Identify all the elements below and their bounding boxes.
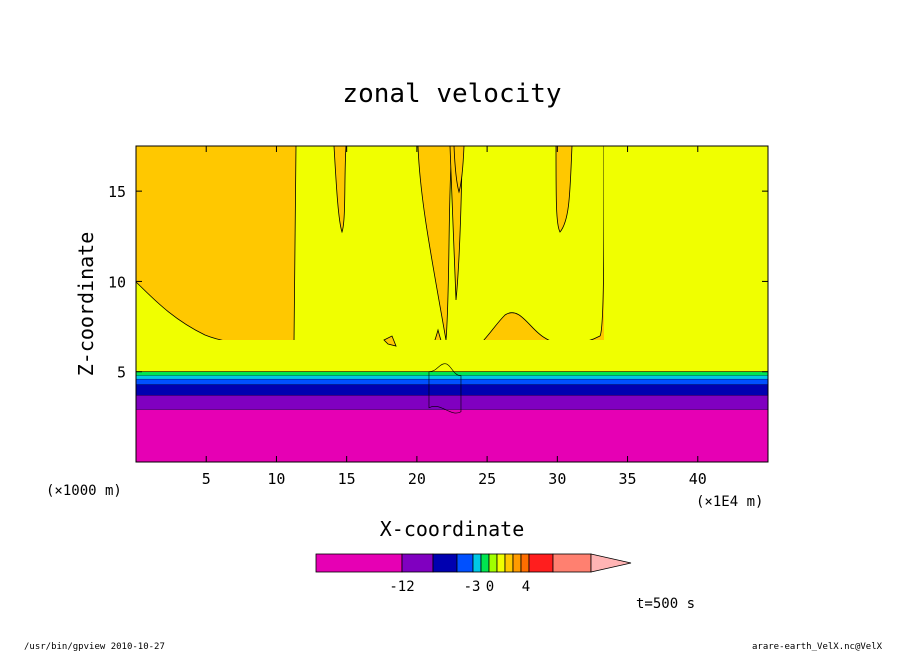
colorbar-swatch: [512, 553, 522, 573]
colorbar-tick-label: 4: [522, 579, 530, 595]
colorbar: -12 -3 0 4: [315, 553, 632, 595]
x-tick-label: 35: [619, 470, 637, 488]
yellow-top-right: [604, 146, 768, 372]
colorbar-swatch: [480, 553, 490, 573]
y-unit-note: (×1000 m): [46, 483, 122, 499]
layer-cyan: [136, 375, 768, 379]
colorbar-swatch: [401, 553, 434, 573]
orange-thin-column-a: [453, 145, 465, 194]
x-unit-note: (×1E4 m): [696, 494, 763, 510]
contour-bump: [428, 363, 462, 414]
colorbar-swatch: [528, 553, 554, 573]
colorbar-swatch: [488, 553, 498, 573]
colorbar-swatch: [496, 553, 506, 573]
y-tick-label: 15: [108, 183, 126, 201]
layer-green: [136, 371, 768, 376]
x-tick-label: 10: [267, 470, 285, 488]
x-tick-label: 30: [548, 470, 566, 488]
y-tick-label: 10: [108, 273, 126, 291]
time-label: t=500 s: [636, 596, 695, 612]
layer-magenta: [136, 409, 768, 462]
colorbar-tick-label: -3: [464, 579, 481, 595]
footer-left: /usr/bin/gpview 2010-10-27: [24, 642, 165, 652]
colorbar-arrow: [590, 553, 632, 573]
yellow-region: [135, 145, 605, 373]
chart-title: zonal velocity: [342, 79, 561, 109]
x-tick-label: 40: [689, 470, 707, 488]
plot-area: 5 10 15 20 25 30 35 40 5 10 15: [108, 145, 769, 488]
layer-purple: [136, 395, 768, 410]
layer-blue: [136, 378, 768, 385]
footer-right: arare-earth_VelX.nc@VelX: [752, 642, 883, 652]
colorbar-swatch: [552, 553, 592, 573]
colorbar-swatch: [315, 553, 403, 573]
x-tick-label: 20: [408, 470, 426, 488]
plot-frame: [135, 145, 769, 463]
x-axis-label: X-coordinate: [380, 517, 525, 541]
colorbar-swatch: [520, 553, 530, 573]
x-tick-label: 5: [202, 470, 211, 488]
x-tick-label: 15: [338, 470, 356, 488]
yellow-small-island: [383, 335, 397, 347]
layer-dark-blue: [136, 384, 768, 396]
yellow-lower: [136, 340, 768, 374]
colorbar-tick-label: 0: [486, 579, 494, 595]
y-tick-label: 5: [117, 364, 126, 382]
colorbar-swatch: [472, 553, 482, 573]
colorbar-tick-label: -12: [389, 579, 414, 595]
colorbar-swatch: [456, 553, 474, 573]
x-tick-label: 25: [478, 470, 496, 488]
y-axis-label: Z-coordinate: [74, 232, 98, 377]
colorbar-swatch: [432, 553, 458, 573]
colorbar-swatch: [504, 553, 514, 573]
